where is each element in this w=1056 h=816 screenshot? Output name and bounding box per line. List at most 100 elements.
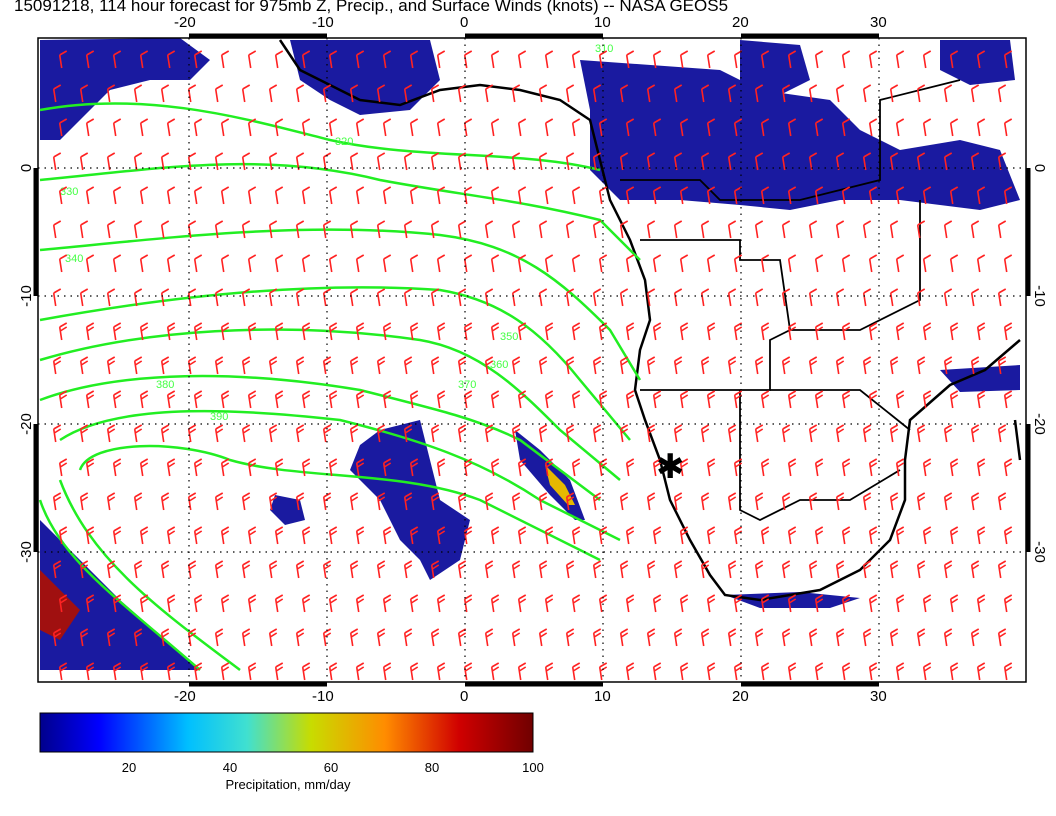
wind-barb-icon [976,662,986,681]
contour-label-360: 360 [490,359,508,371]
wind-barb-icon [781,84,791,103]
wind-barb-icon [727,424,737,443]
wind-barb-icon [835,628,845,647]
wind-barb-icon [814,662,824,681]
wind-barb-icon [112,458,122,477]
wind-barb-icon [430,492,440,511]
wind-barb-icon [382,118,392,137]
lat-tick-label: -10 [1031,285,1048,307]
border-3 [790,200,921,331]
wind-barb-icon [52,84,62,103]
wind-barb-icon [328,458,338,477]
wind-barb-icon [916,152,926,171]
wind-barb-icon [787,186,797,205]
wind-barb-icon [322,424,332,443]
wind-barb-icon [652,662,662,681]
wind-barb-icon [781,220,791,239]
wind-barb-icon [571,254,581,273]
wind-barb-icon [598,390,608,409]
wind-barb-icon [220,526,230,545]
lon-tick-label: 30 [870,14,887,31]
wind-barb-icon [625,458,635,477]
wind-barb-icon [727,84,737,103]
wind-barb-icon [511,152,521,171]
wind-barb-icon [841,254,851,273]
wind-barb-icon [193,390,203,409]
contour-label-310: 310 [595,43,613,55]
wind-barb-icon [247,594,257,613]
lon-tick-label: 0 [460,688,468,705]
wind-barb-icon [436,50,446,69]
wind-barb-icon [166,186,176,205]
wind-barb-icon [787,594,797,613]
wind-barb-icon [301,322,311,341]
wind-barb-icon [1003,254,1013,273]
wind-barb-icon [652,186,662,205]
wind-barb-icon [463,50,473,69]
wind-barb-icon [619,424,629,443]
wind-barb-icon [274,526,284,545]
wind-barb-icon [808,288,818,307]
wind-barb-icon [193,594,203,613]
wind-barb-icon [301,254,311,273]
wind-barb-icon [511,628,521,647]
wind-barb-icon [511,84,521,103]
wind-barb-icon [409,322,419,341]
wind-barb-icon [625,594,635,613]
wind-barb-icon [592,424,602,443]
wind-barb-icon [949,50,959,69]
wind-barb-icon [889,492,899,511]
wind-barb-icon [787,322,797,341]
wind-barb-icon [139,526,149,545]
wind-barb-icon [301,186,311,205]
wind-barb-icon [997,288,1007,307]
lon-tick-label: 0 [460,14,468,31]
wind-barb-icon [808,628,818,647]
wind-barb-icon [922,594,932,613]
wind-barb-icon [922,458,932,477]
wind-barb-icon [220,322,230,341]
wind-barb-icon [436,390,446,409]
wind-barb-icon [976,186,986,205]
wind-barb-icon [889,356,899,375]
wind-barb-icon [814,526,824,545]
wind-barb-icon [382,458,392,477]
wind-barb-icon [808,424,818,443]
wind-barb-icon [727,220,737,239]
contour-label-380: 380 [156,379,174,391]
wind-barb-icon [538,288,548,307]
wind-barb-icon [814,390,824,409]
wind-barb-icon [214,84,224,103]
border-4 [770,389,911,431]
wind-barb-icon [868,458,878,477]
lon-tick-label: 10 [594,14,611,31]
wind-barb-icon [274,50,284,69]
wind-barb-icon [889,424,899,443]
colorbar-gradient [39,712,534,753]
wind-barb-icon [895,322,905,341]
wind-barb-icon [1003,594,1013,613]
wind-barb-icon [322,356,332,375]
wind-barb-icon [58,526,68,545]
wind-barb-icon [349,628,359,647]
wind-barb-icon [727,560,737,579]
wind-barb-icon [220,50,230,69]
wind-barb-icon [646,84,656,103]
wind-barb-icon [349,84,359,103]
wind-barb-icon [814,118,824,137]
wind-barb-icon [193,458,203,477]
wind-barb-icon [58,390,68,409]
wind-barb-icon [517,322,527,341]
wind-barb-icon [139,254,149,273]
wind-barb-icon [58,118,68,137]
wind-barb-icon [295,560,305,579]
map-frame [37,37,1027,683]
wind-barb-icon [814,186,824,205]
wind-barb-icon [565,560,575,579]
wind-barb-icon [1003,118,1013,137]
wind-barb-icon [889,152,899,171]
wind-barb-icon [652,526,662,545]
wind-barb-icon [538,152,548,171]
wind-barb-icon [997,424,1007,443]
wind-barb-icon [106,152,116,171]
